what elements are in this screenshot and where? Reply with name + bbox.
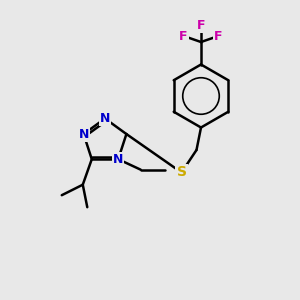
Text: N: N <box>100 112 110 125</box>
Text: F: F <box>179 29 188 43</box>
Text: S: S <box>176 166 187 179</box>
Text: N: N <box>113 153 123 166</box>
Text: N: N <box>78 128 89 140</box>
Text: F: F <box>197 19 205 32</box>
Text: F: F <box>214 29 223 43</box>
